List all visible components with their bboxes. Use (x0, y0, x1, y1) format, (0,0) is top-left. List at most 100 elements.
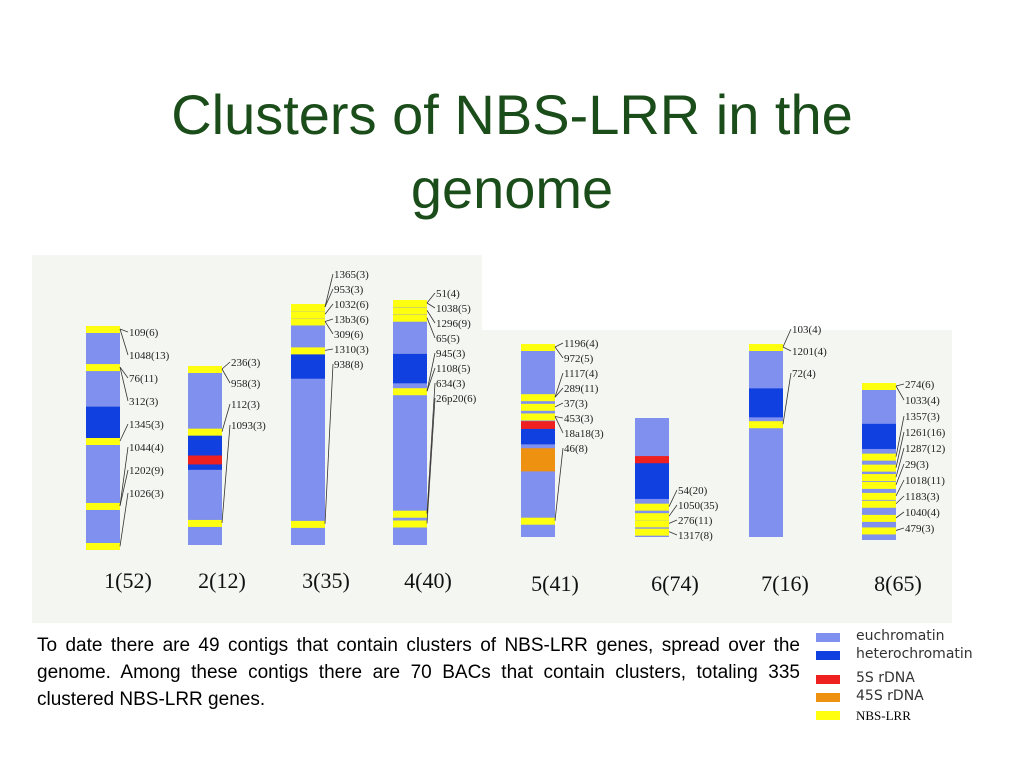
legend-swatch (816, 633, 840, 642)
chromosome-1: 109(6) 1048(13) 76(11) 312(3) 1345(3) 1044(4)… (86, 326, 170, 593)
cluster-leader-line (895, 415, 905, 457)
cluster-leader-line (119, 366, 129, 379)
chromosome-8: 274(6) 1033(4) 1357(3) 1261(16) 1287(12) 29(3… (862, 379, 946, 596)
cluster-label: 953(3) (334, 284, 364, 296)
cluster-label: 972(5) (564, 353, 594, 365)
cluster-leader-line (426, 292, 436, 304)
euchromatin-band (393, 300, 427, 545)
nbs-lrr-band (86, 502, 120, 510)
nbs-lrr-band (393, 314, 427, 322)
cluster-leader-line (895, 383, 905, 387)
cluster-label: 276(11) (678, 515, 713, 527)
nbs-lrr-band (749, 344, 783, 351)
nbs-lrr-band (749, 421, 783, 429)
rdna-5s-band (188, 455, 222, 465)
nbs-lrr-band (862, 383, 896, 390)
cluster-label: 1345(3) (129, 419, 164, 431)
cluster-leader-line (895, 495, 905, 505)
nbs-lrr-band (291, 311, 325, 319)
cluster-leader-line (426, 317, 436, 339)
nbs-lrr-band (393, 307, 427, 315)
heterochromatin-band (862, 423, 896, 449)
nbs-lrr-band (862, 464, 896, 472)
chromosome-label: 1(52) (104, 568, 152, 593)
legend-swatch (816, 651, 840, 660)
cluster-label: 103(4) (792, 324, 822, 336)
nbs-lrr-band (635, 520, 669, 528)
nbs-lrr-band (635, 503, 669, 511)
cluster-leader-line (895, 447, 905, 478)
cluster-label: 1365(3) (334, 269, 369, 281)
cluster-leader-line (324, 288, 334, 308)
cluster-leader-line (221, 368, 231, 384)
cluster-label: 1296(9) (436, 318, 471, 330)
cluster-label: 112(3) (231, 399, 260, 411)
cluster-leader-line (782, 328, 792, 348)
cluster-label: 634(3) (436, 378, 466, 390)
cluster-leader-line (119, 423, 129, 442)
legend-label: NBS-LRR (856, 708, 911, 723)
nbs-lrr-band (521, 517, 555, 525)
cluster-leader-line (324, 318, 334, 322)
cluster-label: 1108(5) (436, 363, 471, 375)
legend-label: heterochromatin (856, 646, 973, 662)
cluster-label: 1357(3) (905, 411, 940, 423)
cluster-label: 54(20) (678, 485, 708, 497)
cluster-label: 1201(4) (792, 346, 827, 358)
cluster-label: 1261(16) (905, 427, 946, 439)
cluster-label: 1033(4) (905, 395, 940, 407)
cluster-label: 76(11) (129, 373, 158, 385)
chromosome-label: 8(65) (874, 571, 922, 596)
cluster-leader-line (895, 463, 905, 486)
cluster-label: 1044(4) (129, 442, 164, 454)
cluster-leader-line (426, 397, 436, 524)
cluster-label: 29(3) (905, 459, 929, 471)
cluster-leader-line (782, 346, 792, 352)
cluster-label: 26p20(6) (436, 393, 477, 405)
cluster-leader-line (554, 402, 564, 408)
heterochromatin-band (86, 406, 120, 438)
slide-caption: To date there are 49 contigs that contai… (37, 635, 800, 710)
cluster-leader-line (119, 446, 129, 507)
cluster-label: 1026(3) (129, 488, 164, 500)
cluster-label: 1018(11) (905, 475, 945, 487)
chromosome-label: 4(40) (404, 568, 452, 593)
nbs-lrr-band (291, 304, 325, 311)
cluster-leader-line (554, 447, 564, 521)
rdna-5s-band (521, 421, 555, 429)
nbs-lrr-band (393, 388, 427, 396)
cluster-label: 46(8) (564, 443, 588, 455)
nbs-lrr-band (862, 500, 896, 508)
nbs-lrr-band (393, 300, 427, 307)
cluster-label: 1093(3) (231, 420, 266, 432)
rdna-5s-band (635, 456, 669, 464)
cluster-leader-line (221, 403, 231, 432)
heterochromatin-band (749, 388, 783, 418)
heterochromatin-band (393, 353, 427, 384)
cluster-label: 453(3) (564, 413, 594, 425)
cluster-leader-line (668, 504, 678, 517)
cluster-leader-line (426, 367, 436, 392)
cluster-leader-line (554, 346, 564, 359)
cluster-label: 1050(35) (678, 500, 719, 512)
legend-label: 5S rDNA (856, 670, 915, 686)
cluster-leader-line (782, 372, 792, 425)
cluster-leader-line (554, 416, 564, 419)
nbs-lrr-band (862, 514, 896, 522)
cluster-leader-line (554, 416, 564, 434)
cluster-leader-line (554, 387, 564, 398)
cluster-leader-line (895, 511, 905, 519)
nbs-lrr-band (862, 527, 896, 535)
cluster-label: 274(6) (905, 379, 935, 391)
cluster-leader-line (324, 303, 334, 315)
cluster-leader-line (895, 527, 905, 531)
cluster-leader-line (895, 385, 905, 401)
cluster-label: 37(3) (564, 398, 588, 410)
cluster-leader-line (324, 321, 334, 335)
cluster-leader-line (324, 348, 334, 351)
nbs-lrr-band (291, 318, 325, 326)
cluster-label: 1310(3) (334, 344, 369, 356)
legend-label: 45S rDNA (856, 688, 924, 704)
chromosome-label: 5(41) (531, 571, 579, 596)
